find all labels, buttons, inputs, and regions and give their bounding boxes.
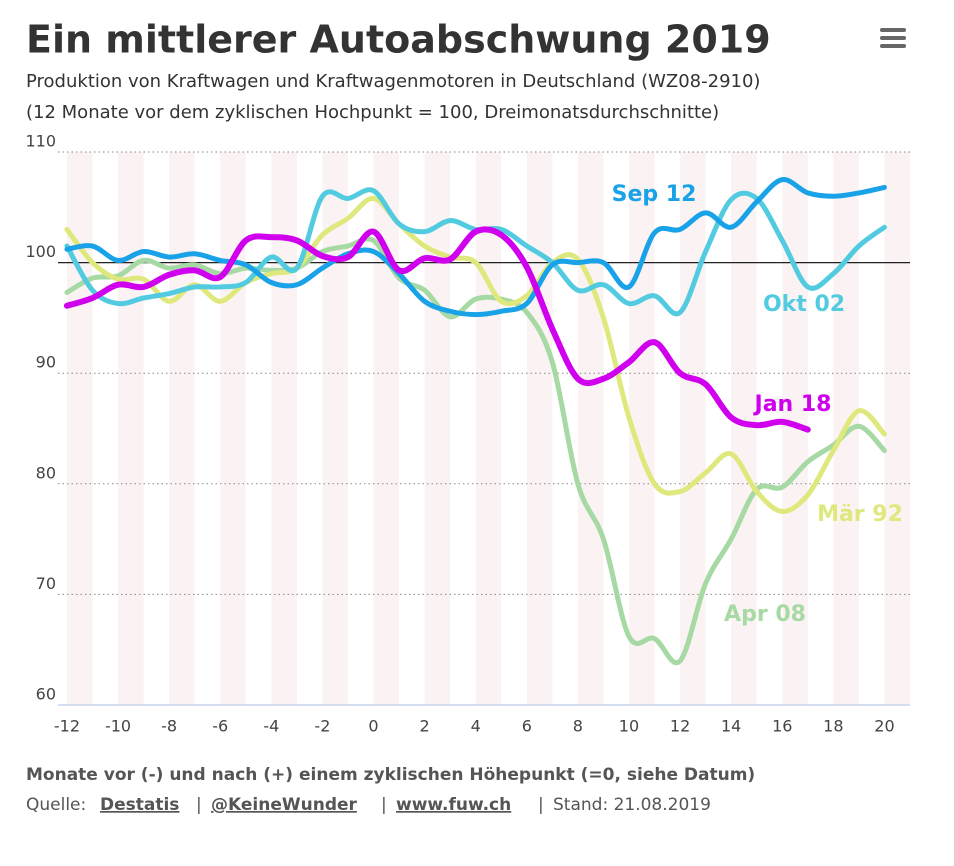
x-tick-label: -10: [105, 717, 131, 736]
y-tick-label: 80: [36, 463, 56, 482]
x-tick-label: 2: [420, 717, 430, 736]
stripe: [731, 152, 757, 705]
series-line: [64, 195, 887, 514]
x-tick-label: -6: [212, 717, 228, 736]
stripe: [424, 152, 451, 705]
stripe: [884, 152, 910, 705]
stripe: [169, 152, 195, 705]
x-tick-label: 0: [368, 717, 378, 736]
x-tick-label: 8: [573, 717, 583, 736]
link-text[interactable]: @KeineWunder: [211, 795, 358, 815]
link[interactable]: Destatis: [100, 795, 179, 815]
series-line: [63, 226, 811, 433]
y-tick-label: 70: [36, 574, 56, 593]
stripe: [526, 152, 553, 705]
x-tick-label: 14: [721, 717, 741, 736]
source-prefix: Quelle:: [26, 795, 86, 815]
link-text[interactable]: Destatis: [100, 795, 179, 815]
subtitle: Produktion von Kraftwagen und Kraftwagen…: [26, 71, 760, 92]
stripe: [271, 152, 297, 705]
x-tick-label: 6: [522, 717, 532, 736]
stripe: [322, 152, 348, 705]
x-tick-label: 10: [619, 717, 639, 736]
series-label: Jan 18: [753, 392, 832, 417]
y-tick-label: 100: [25, 242, 56, 261]
x-tick-label: 4: [471, 717, 481, 736]
source-date: Stand: 21.08.2019: [553, 795, 711, 815]
stripe: [220, 152, 246, 705]
x-axis-title: Monate vor (-) und nach (+) einem zyklis…: [26, 765, 755, 785]
stripe: [118, 152, 144, 705]
x-tick-label: -12: [54, 717, 80, 736]
y-tick-label: 60: [36, 685, 56, 704]
x-tick-label: -4: [263, 717, 279, 736]
stripe: [577, 152, 604, 705]
x-tick-label: -2: [314, 717, 330, 736]
link-text[interactable]: www.fuw.ch: [396, 795, 511, 815]
link[interactable]: @KeineWunder: [211, 795, 358, 815]
y-tick-label: 90: [36, 353, 56, 372]
chart-title: Ein mittlerer Autoabschwung 2019: [26, 18, 771, 62]
series-line: [64, 177, 887, 318]
x-tick-label: 12: [670, 717, 690, 736]
x-tick-label: 16: [772, 717, 792, 736]
separator: |: [381, 795, 387, 815]
subtitle: (12 Monate vor dem zyklischen Hochpunkt …: [26, 102, 719, 123]
stripe: [475, 152, 502, 705]
x-tick-label: 20: [874, 717, 894, 736]
series-label: Mär 92: [817, 502, 903, 527]
series-line: [64, 236, 887, 666]
x-tick-label: 18: [823, 717, 843, 736]
separator: |: [196, 795, 202, 815]
series-label: Okt 02: [763, 292, 845, 317]
stripe: [680, 152, 706, 705]
menu-button[interactable]: [880, 28, 906, 48]
separator: |: [538, 795, 544, 815]
series-label: Sep 12: [612, 182, 697, 207]
y-tick-label: 110: [25, 132, 56, 151]
series-label: Apr 08: [724, 602, 806, 627]
link[interactable]: www.fuw.ch: [396, 795, 511, 815]
x-tick-label: -8: [161, 717, 177, 736]
